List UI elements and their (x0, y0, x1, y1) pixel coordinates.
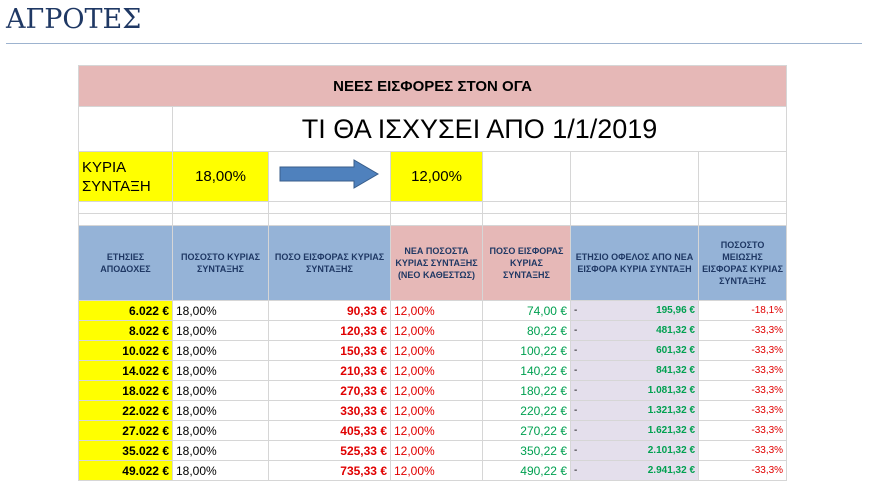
column-header: ΝΕΑ ΠΟΣΟΣΤΑ ΚΥΡΙΑΣ ΣΥΝΤΑΞΗΣ (ΝΕΟ ΚΑΘΕΣΤΩ… (390, 225, 483, 301)
benefit: 481,32 € (656, 325, 695, 336)
benefit: 2.941,32 € (647, 465, 695, 476)
benefit: 2.101,32 € (647, 445, 695, 456)
title-rule (6, 43, 862, 44)
benefit-sign: - (574, 385, 578, 396)
new-contribution: 490,22 € (482, 460, 571, 481)
income: 27.022 € (78, 420, 173, 441)
new-rate: 12,00% (390, 340, 483, 361)
old-contribution: 735,33 € (268, 460, 391, 481)
arrow (279, 159, 379, 189)
new-rate: 12,00% (390, 400, 483, 421)
column-header: ΕΤΗΣΙΟ ΟΦΕΛΟΣ ΑΠΟ ΝΕΑ ΕΙΣΦΟΡΑ ΚΥΡΙΑ ΣΥΝΤ… (570, 225, 699, 301)
benefit-cell: - 1.081,32 € (570, 380, 699, 401)
table-title: ΝΕΕΣ ΕΙΣΦΟΡΕΣ ΣΤΟΝ ΟΓΑ (77, 65, 788, 107)
income: 10.022 € (78, 340, 173, 361)
old-contribution: 150,33 € (268, 340, 391, 361)
reduction: -33,3% (697, 460, 788, 481)
income: 22.022 € (78, 400, 173, 421)
new-rate: 12,00% (390, 320, 483, 341)
column-header: ΠΟΣΟ ΕΙΣΦΟΡΑΣ ΚΥΡΙΑΣ ΣΥΝΤΑΞΗΣ (482, 225, 571, 301)
old-contribution: 330,33 € (268, 400, 391, 421)
income: 6.022 € (78, 300, 173, 321)
benefit: 601,32 € (656, 345, 695, 356)
old-rate: 18,00% (172, 151, 269, 202)
column-header: ΕΤΗΣΙΕΣ ΑΠΟΔΟΧΕΣ (78, 225, 173, 301)
new-rate: 12,00% (390, 360, 483, 381)
old-rate: 18,00% (172, 340, 269, 361)
reduction: -33,3% (697, 400, 788, 421)
summary-label: ΚΥΡΙΑ ΣΥΝΤΑΞΗ (78, 151, 173, 202)
benefit-cell: - 601,32 € (570, 340, 699, 361)
reduction: -18,1% (697, 300, 788, 321)
income: 14.022 € (78, 360, 173, 381)
new-contribution: 270,22 € (482, 420, 571, 441)
reduction: -33,3% (697, 420, 788, 441)
income: 49.022 € (78, 460, 173, 481)
page-title: ΑΓΡΟΤΕΣ (6, 4, 142, 35)
benefit: 1.621,32 € (647, 425, 695, 436)
benefit: 195,96 € (656, 305, 695, 316)
reduction: -33,3% (697, 340, 788, 361)
new-contribution: 100,22 € (482, 340, 571, 361)
old-contribution: 90,33 € (268, 300, 391, 321)
old-rate: 18,00% (172, 420, 269, 441)
new-rate: 12,00% (390, 380, 483, 401)
old-rate: 18,00% (172, 300, 269, 321)
old-rate: 18,00% (172, 460, 269, 481)
benefit-sign: - (574, 425, 578, 436)
reduction: -33,3% (697, 320, 788, 341)
reduction: -33,3% (697, 380, 788, 401)
column-header: ΠΟΣΟΣΤΟ ΚΥΡΙΑΣ ΣΥΝΤΑΞΗΣ (172, 225, 269, 301)
new-rate: 12,00% (390, 420, 483, 441)
old-rate: 18,00% (172, 400, 269, 421)
new-contribution: 350,22 € (482, 440, 571, 461)
benefit-cell: - 2.941,32 € (570, 460, 699, 481)
new-contribution: 80,22 € (482, 320, 571, 341)
old-rate: 18,00% (172, 440, 269, 461)
old-rate: 18,00% (172, 360, 269, 381)
benefit-sign: - (574, 305, 578, 316)
benefit-sign: - (574, 365, 578, 376)
contribution-table: ΝΕΕΣ ΕΙΣΦΟΡΕΣ ΣΤΟΝ ΟΓΑ ΤΙ ΘΑ ΙΣΧΥΣΕΙ ΑΠΟ… (77, 65, 788, 481)
benefit-sign: - (574, 465, 578, 476)
old-contribution: 210,33 € (268, 360, 391, 381)
benefit-cell: - 1.321,32 € (570, 400, 699, 421)
new-rate: 12,00% (390, 300, 483, 321)
old-contribution: 270,33 € (268, 380, 391, 401)
old-rate: 18,00% (172, 320, 269, 341)
new-rate: 12,00% (390, 460, 483, 481)
reduction: -33,3% (697, 360, 788, 381)
benefit: 1.081,32 € (647, 385, 695, 396)
new-contribution: 74,00 € (482, 300, 571, 321)
income: 18.022 € (78, 380, 173, 401)
old-contribution: 120,33 € (268, 320, 391, 341)
reduction: -33,3% (697, 440, 788, 461)
old-contribution: 405,33 € (268, 420, 391, 441)
new-contribution: 140,22 € (482, 360, 571, 381)
benefit-cell: - 195,96 € (570, 300, 699, 321)
benefit-cell: - 1.621,32 € (570, 420, 699, 441)
benefit-cell: - 2.101,32 € (570, 440, 699, 461)
income: 8.022 € (78, 320, 173, 341)
table-subtitle: ΤΙ ΘΑ ΙΣΧΥΣΕΙ ΑΠΟ 1/1/2019 (171, 106, 788, 152)
old-rate: 18,00% (172, 380, 269, 401)
new-rate: 12,00% (390, 151, 483, 202)
income: 35.022 € (78, 440, 173, 461)
benefit: 841,32 € (656, 365, 695, 376)
benefit-sign: - (574, 405, 578, 416)
old-contribution: 525,33 € (268, 440, 391, 461)
new-rate: 12,00% (390, 440, 483, 461)
benefit: 1.321,32 € (647, 405, 695, 416)
new-contribution: 220,22 € (482, 400, 571, 421)
benefit-cell: - 841,32 € (570, 360, 699, 381)
benefit-sign: - (574, 445, 578, 456)
benefit-cell: - 481,32 € (570, 320, 699, 341)
column-header: ΠΟΣΟ ΕΙΣΦΟΡΑΣ ΚΥΡΙΑΣ ΣΥΝΤΑΞΗΣ (268, 225, 391, 301)
new-contribution: 180,22 € (482, 380, 571, 401)
benefit-sign: - (574, 345, 578, 356)
benefit-sign: - (574, 325, 578, 336)
column-header: ΠΟΣΟΣΤΟ ΜΕΙΩΣΗΣ ΕΙΣΦΟΡΑΣ ΚΥΡΙΑΣ ΣΥΝΤΑΞΗΣ (697, 225, 788, 301)
